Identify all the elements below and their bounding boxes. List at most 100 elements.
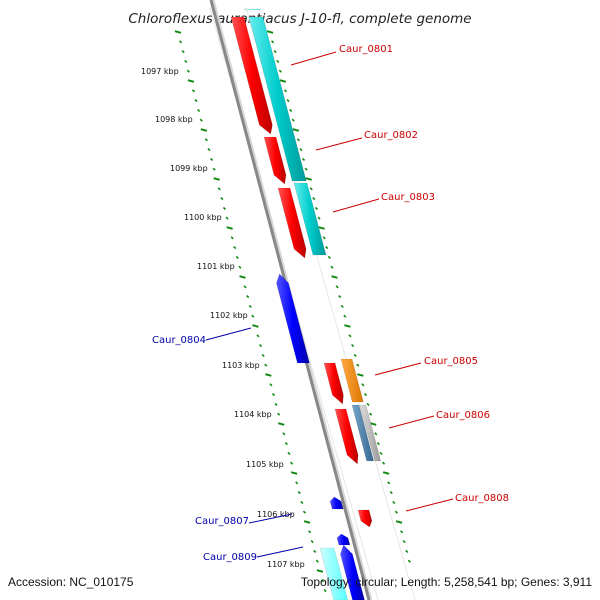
- inner-scale-tick: [277, 422, 285, 426]
- outer-scale-tick: [407, 559, 411, 563]
- scale-ticks-outer: [266, 30, 411, 563]
- inner-scale-tick: [271, 393, 276, 397]
- inner-scale-tick: [282, 432, 286, 436]
- outer-scale-tick: [312, 197, 316, 201]
- inner-scale-tick: [300, 500, 304, 504]
- outer-scale-tick: [363, 393, 368, 397]
- caur-0807-cds: [329, 496, 344, 510]
- inner-scale-tick: [284, 442, 288, 446]
- scale-label-1106: 1106 kbp: [257, 510, 295, 519]
- outer-scale-tick: [351, 344, 355, 348]
- outer-scale-tick: [356, 363, 360, 367]
- inner-scale-tick: [310, 540, 314, 544]
- inner-scale-tick: [207, 148, 211, 152]
- outer-scale-tick: [382, 471, 390, 475]
- inner-scale-tick: [181, 50, 185, 54]
- scale-label-1101: 1101 kbp: [197, 262, 235, 271]
- inner-scale-tick: [226, 226, 233, 230]
- outer-scale-tick: [340, 304, 344, 308]
- outer-scale-tick: [317, 216, 321, 220]
- inner-scale-tick: [259, 344, 263, 348]
- outer-scale-tick: [389, 491, 393, 495]
- outer-scale-tick: [348, 334, 352, 338]
- leader-caur-0807: [248, 513, 293, 524]
- outer-scale-tick: [299, 148, 303, 152]
- inner-scale-tick: [209, 157, 214, 161]
- leader-caur-0801: [290, 51, 337, 66]
- inner-scale-tick: [320, 579, 325, 583]
- outer-scale-tick: [325, 246, 329, 250]
- outer-scale-tick: [369, 422, 377, 426]
- outer-scale-tick: [318, 226, 325, 230]
- outer-scale-tick: [278, 69, 282, 73]
- inner-scale-tick: [204, 138, 208, 142]
- inner-scale-tick: [225, 216, 229, 220]
- scale-label-1102: 1102 kbp: [210, 311, 248, 320]
- inner-scale-tick: [261, 353, 265, 357]
- gene-labels: Caur_0801 Caur_0802 Caur_0803 Caur_0804 …: [152, 44, 509, 563]
- scale-label-1104: 1104 kbp: [234, 410, 272, 419]
- outer-scale-tick: [273, 50, 277, 54]
- caur-0803-feature: [293, 182, 327, 256]
- inner-scale-tick: [251, 314, 255, 318]
- caur-0806-cds: [334, 408, 359, 465]
- outer-scale-tick: [369, 412, 373, 416]
- inner-scale-tick: [197, 108, 201, 112]
- inner-scale-tick: [191, 89, 196, 93]
- inner-scale-tick: [265, 373, 272, 377]
- outer-scale-tick: [400, 530, 404, 534]
- scale-label-1103: 1103 kbp: [222, 361, 260, 370]
- caur-0809-feature: [319, 547, 349, 600]
- scale-labels: 1097 kbp 1098 kbp 1099 kbp 1100 kbp 1101…: [141, 67, 305, 569]
- caur-0803-cds: [277, 187, 307, 259]
- inner-scale-tick: [220, 197, 224, 201]
- outer-scale-tick: [361, 383, 365, 387]
- outer-scale-tick: [331, 275, 338, 279]
- inner-scale-tick: [313, 549, 317, 553]
- scale-label-1100: 1100 kbp: [184, 213, 222, 222]
- outer-scale-tick: [283, 89, 288, 93]
- gene-label-caur-0804: Caur_0804: [152, 335, 206, 346]
- outer-scale-tick: [381, 461, 386, 465]
- caur-0801-0802-feature: [248, 16, 307, 182]
- inner-scale-tick: [264, 363, 268, 367]
- leader-caur-0805: [374, 362, 422, 376]
- inner-scale-tick: [238, 265, 242, 269]
- caur-0809-cds: [340, 544, 365, 600]
- inner-scale-tick: [302, 510, 307, 514]
- inner-scale-tick: [277, 412, 281, 416]
- inner-scale-tick: [269, 383, 273, 387]
- outer-scale-tick: [335, 285, 339, 289]
- scale-label-1097: 1097 kbp: [141, 67, 179, 76]
- inner-scale-tick: [323, 589, 327, 593]
- scale-ticks-inner: [174, 30, 327, 593]
- scale-label-1098: 1098 kbp: [155, 115, 193, 124]
- leader-caur-0808: [405, 498, 454, 512]
- inner-scale-tick: [233, 246, 237, 250]
- inner-scale-tick: [256, 334, 260, 338]
- label-leaders: [205, 51, 454, 558]
- outer-scale-tick: [322, 236, 326, 240]
- inner-scale-tick: [246, 295, 250, 299]
- inner-scale-tick: [174, 30, 182, 34]
- inner-scale-tick: [187, 79, 195, 83]
- inner-scale-tick: [239, 275, 246, 279]
- leader-caur-0804: [205, 327, 252, 341]
- inner-scale-tick: [308, 530, 312, 534]
- inner-scale-tick: [243, 285, 247, 289]
- scale-label-1099: 1099 kbp: [170, 164, 208, 173]
- gene-label-caur-0802: Caur_0802: [364, 130, 418, 141]
- outer-scale-tick: [376, 442, 380, 446]
- outer-scale-tick: [402, 540, 406, 544]
- outer-scale-tick: [305, 177, 312, 181]
- inner-scale-tick: [186, 69, 190, 73]
- outer-scale-tick: [309, 187, 313, 191]
- outer-scale-tick: [292, 128, 300, 132]
- gene-label-caur-0808: Caur_0808: [455, 493, 509, 504]
- outer-scale-tick: [266, 30, 274, 34]
- inner-scale-tick: [316, 569, 324, 573]
- inner-scale-tick: [303, 520, 311, 524]
- inner-scale-tick: [252, 324, 259, 328]
